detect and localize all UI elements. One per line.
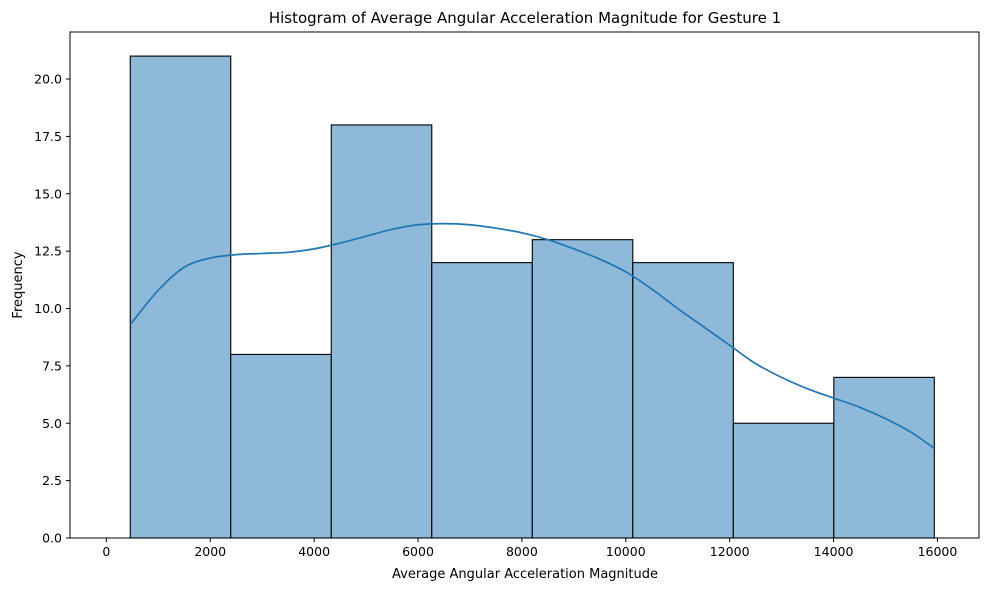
y-tick-label: 17.5 <box>34 129 62 144</box>
x-tick-label: 14000 <box>814 544 854 559</box>
kde-line <box>129 222 935 450</box>
y-tick-label: 10.0 <box>34 301 62 316</box>
x-tick-label: 8000 <box>506 544 538 559</box>
histogram-bar-7 <box>833 376 935 539</box>
histogram-bar-0 <box>129 55 232 539</box>
y-tick-label: 7.5 <box>42 358 62 373</box>
y-tick-label: 15.0 <box>34 186 62 201</box>
y-tick-label: 0.0 <box>42 531 62 546</box>
bars-group <box>129 55 935 539</box>
x-tick-label: 6000 <box>402 544 434 559</box>
histogram-bar-6 <box>732 422 835 539</box>
x-axis: 0 2000 4000 6000 8000 10000 12000 14000 16000 <box>102 538 957 559</box>
x-tick-label: 16000 <box>918 544 958 559</box>
histogram-bar-1 <box>230 353 332 539</box>
y-axis-label: Frequency <box>11 251 26 318</box>
y-tick-label: 2.5 <box>42 473 62 488</box>
x-tick-label: 2000 <box>194 544 226 559</box>
chart-title: Histogram of Average Angular Acceleratio… <box>269 9 781 27</box>
histogram-bar-2 <box>330 124 433 539</box>
plot-frame <box>69 31 980 539</box>
y-axis: 0.0 2.5 5.0 7.5 10.0 12.5 15.0 17.5 20.0 <box>34 72 70 546</box>
histogram-bar-3 <box>431 262 533 539</box>
x-axis-label: Average Angular Acceleration Magnitude <box>392 567 658 582</box>
histogram-bar-5 <box>632 262 734 539</box>
x-tick-label: 10000 <box>606 544 646 559</box>
y-tick-label: 20.0 <box>34 72 62 87</box>
x-tick-label: 12000 <box>710 544 750 559</box>
kde-group <box>129 222 935 450</box>
histogram-bar-4 <box>531 239 634 539</box>
x-tick-label: 0 <box>102 544 110 559</box>
x-tick-label: 4000 <box>298 544 330 559</box>
y-tick-label: 12.5 <box>34 244 62 259</box>
y-tick-label: 5.0 <box>42 416 62 431</box>
